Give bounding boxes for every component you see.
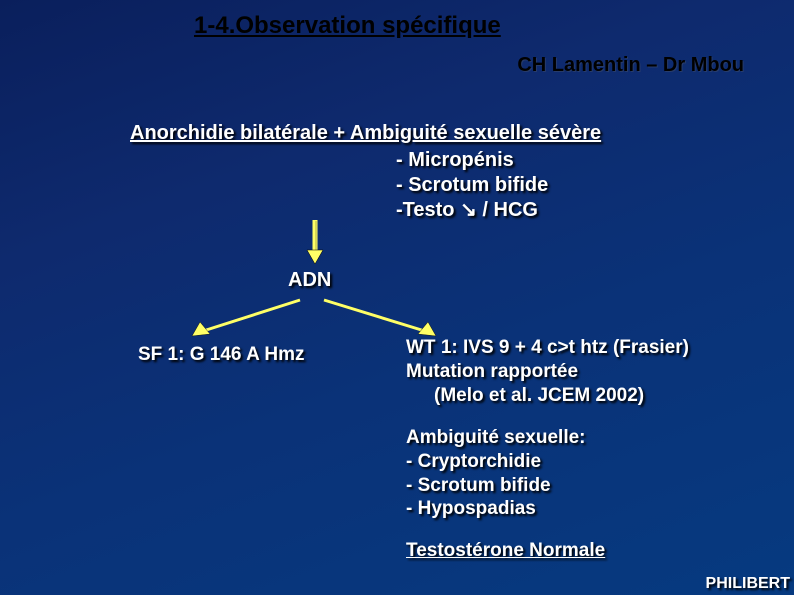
down-arrow-icon: ↘ <box>460 198 477 223</box>
diagnosis-heading: Anorchidie bilatérale + Ambiguité sexuel… <box>130 122 601 145</box>
ambiguity-item: - Cryptorchidie <box>406 450 586 474</box>
symptom-item: -Testo ↘ / HCG <box>396 198 548 223</box>
testo-prefix: -Testo <box>396 199 460 221</box>
testosterone-normal: Testostérone Normale <box>406 540 605 562</box>
wt1-citation: (Melo et al. JCEM 2002) <box>434 384 689 408</box>
ambiguity-item: - Scrotum bifide <box>406 474 586 498</box>
adn-label: ADN <box>288 269 331 292</box>
sf1-result: SF 1: G 146 A Hmz <box>138 344 304 366</box>
ambiguity-title: Ambiguité sexuelle: <box>406 426 586 450</box>
wt1-line: Mutation rapportée <box>406 360 689 384</box>
arrow-down-icon <box>304 218 326 268</box>
slide-subtitle: CH Lamentin – Dr Mbou <box>517 54 744 77</box>
symptom-item: - Scrotum bifide <box>396 173 548 198</box>
slide-title: 1-4.Observation spécifique <box>194 12 501 40</box>
symptoms-list: - Micropénis - Scrotum bifide -Testo ↘ /… <box>396 148 548 223</box>
wt1-line: WT 1: IVS 9 + 4 c>t htz (Frasier) <box>406 336 689 360</box>
testo-suffix: / HCG <box>477 199 538 221</box>
ambiguity-block: Ambiguité sexuelle: - Cryptorchidie - Sc… <box>406 426 586 521</box>
symptom-item: - Micropénis <box>396 148 548 173</box>
footer-author: PHILIBERT <box>706 575 790 593</box>
ambiguity-item: - Hypospadias <box>406 497 586 521</box>
wt1-result: WT 1: IVS 9 + 4 c>t htz (Frasier) Mutati… <box>406 336 689 407</box>
